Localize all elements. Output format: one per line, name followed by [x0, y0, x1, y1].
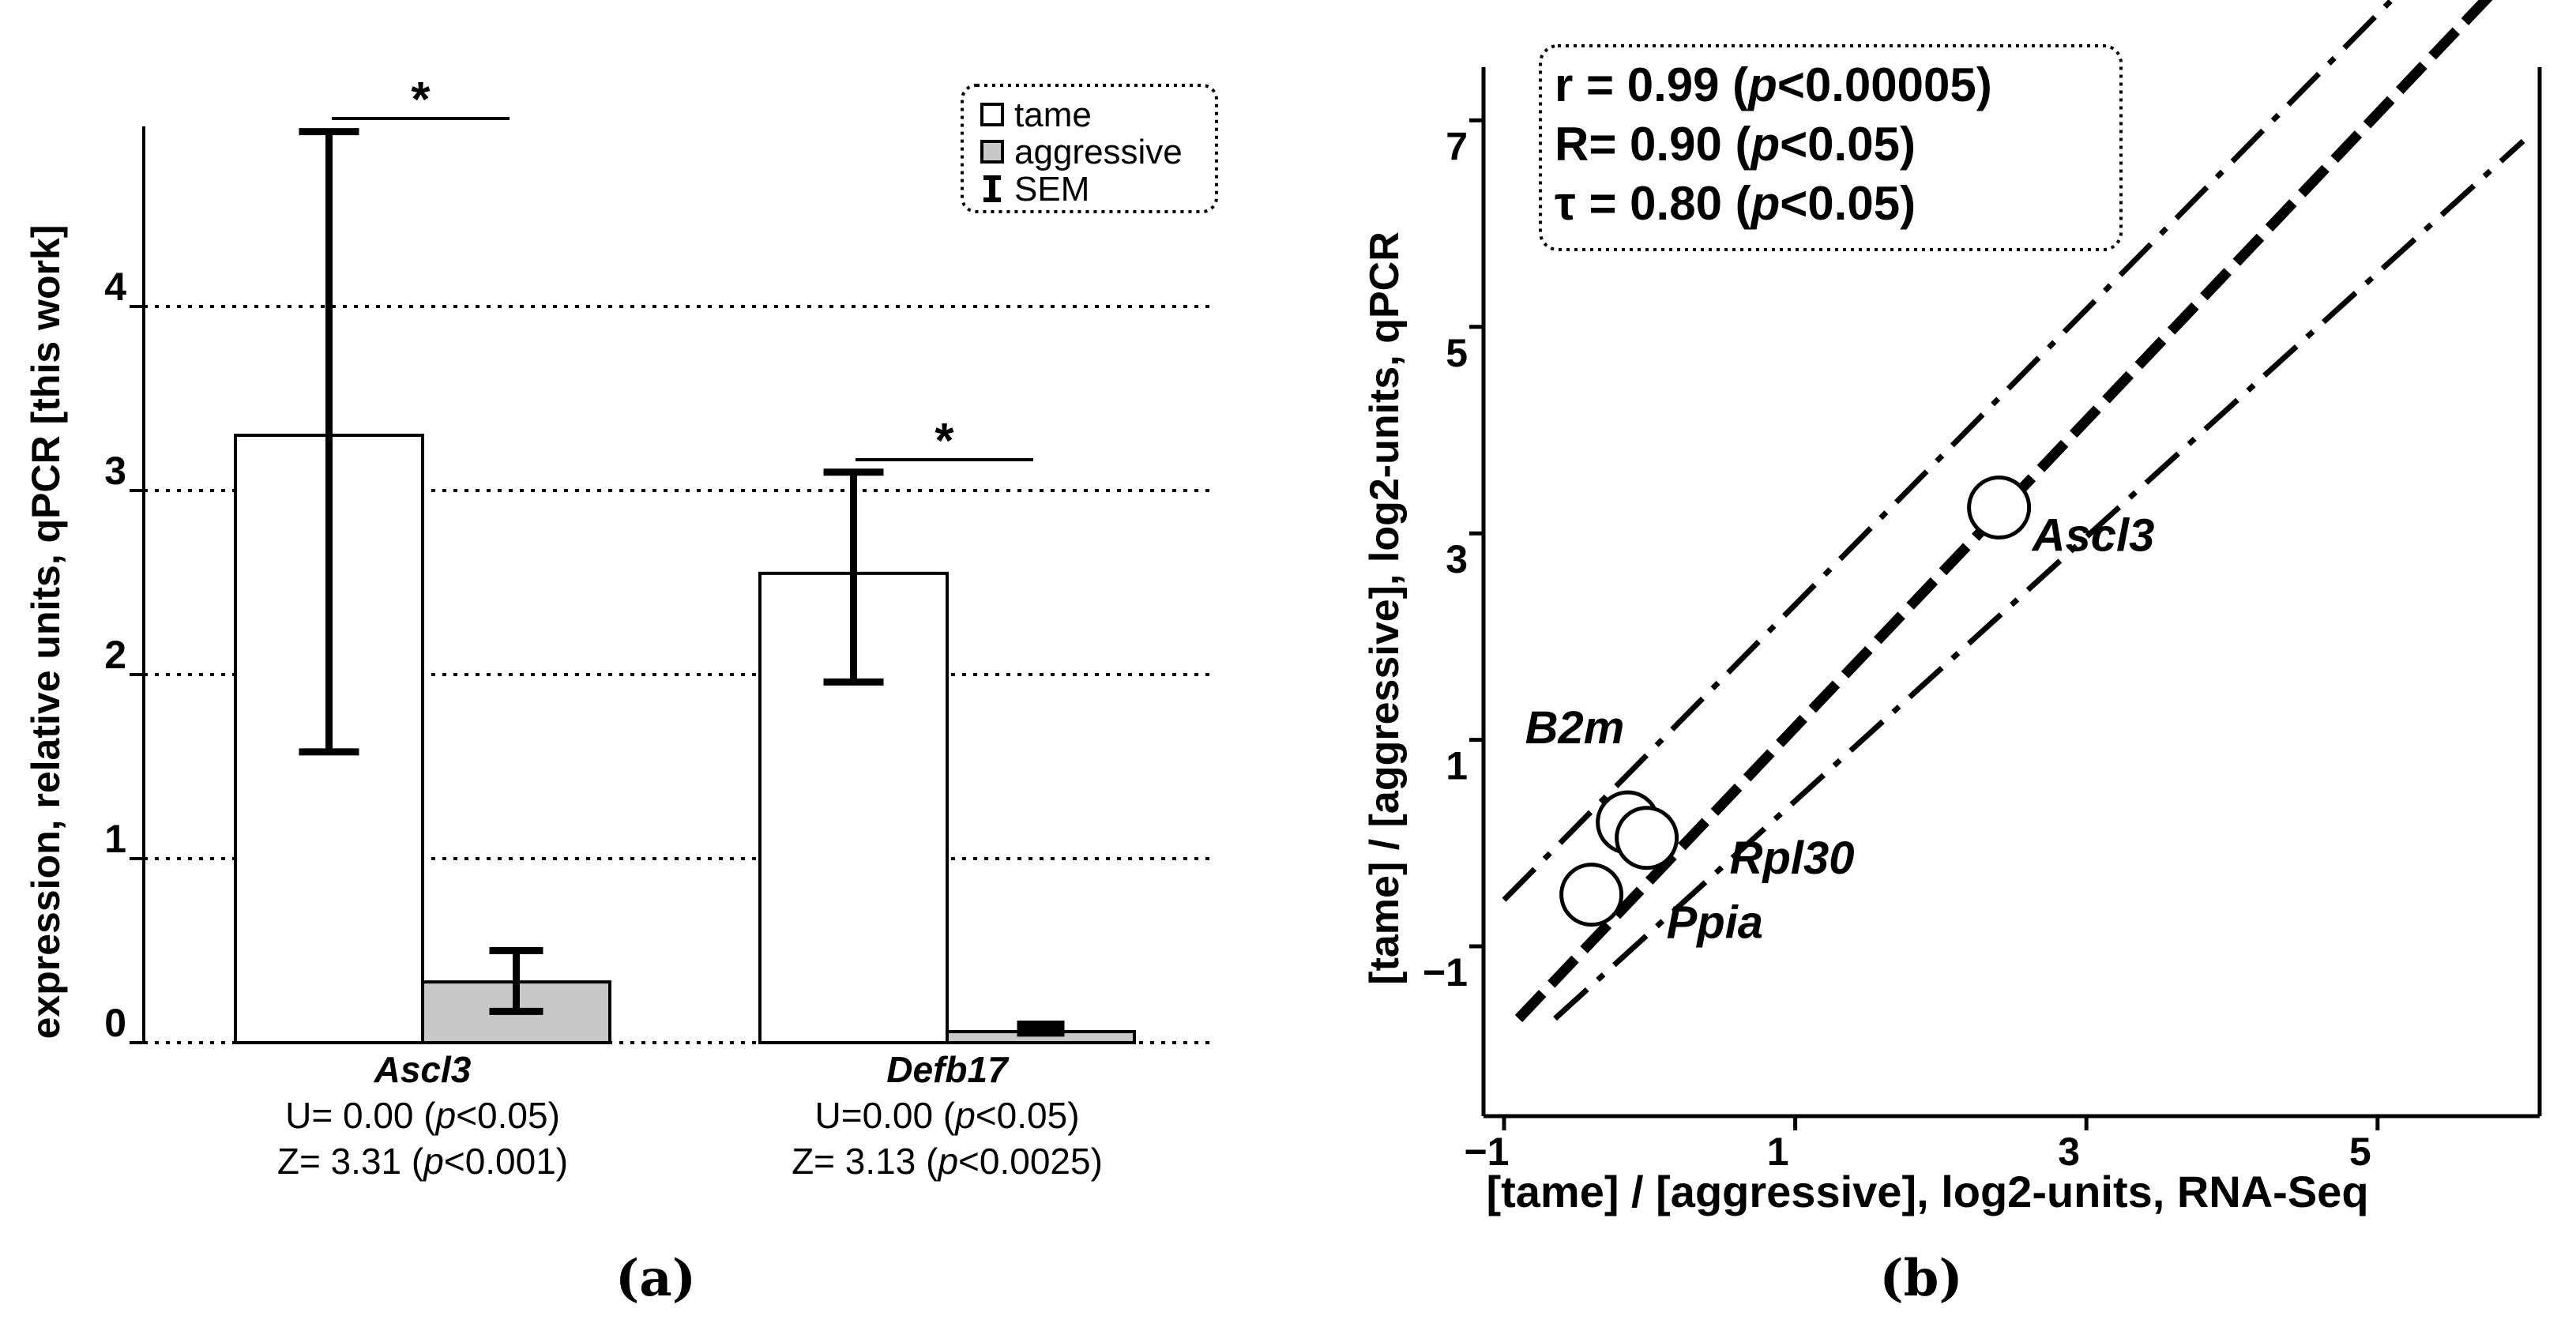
- panel-a-y-axis-label: expression, relative units, qPCR [this w…: [24, 225, 68, 1040]
- legend-label-aggressive: aggressive: [1014, 133, 1183, 171]
- point-label-rpl30: Rpl30: [1730, 833, 1855, 884]
- panel-b-y-tick-label-1: 1: [1446, 744, 1468, 788]
- point-label-b2m: B2m: [1525, 702, 1625, 754]
- stats-u-ascl3: U= 0.00 (p<0.05): [285, 1095, 560, 1136]
- stats-box-row-0: r = 0.99 (p<0.00005): [1555, 58, 1992, 111]
- panel-b-caption: (b): [1879, 1249, 1962, 1308]
- error-bar-ascl3-aggressive: [489, 947, 543, 1015]
- panel-b-points: Defb17Ascl3B2mRpl30Ppia: [1525, 476, 2155, 949]
- legend-swatch-sem: [983, 175, 1001, 202]
- panel-a-caption: (a): [615, 1249, 696, 1308]
- point-ppia: [1559, 863, 1624, 927]
- significance-star-ascl3: *: [411, 73, 431, 127]
- point-label-ascl3: Ascl3: [2031, 510, 2155, 562]
- stats-box-row-2: τ = 0.80 (p<0.05): [1555, 177, 1916, 230]
- legend-swatch-aggressive: [980, 140, 1004, 164]
- point-label-ppia: Ppia: [1667, 897, 1764, 949]
- y-tick-label-1: 1: [104, 817, 126, 861]
- panel-a-category-labels: Ascl3 Defb17: [374, 1049, 1010, 1090]
- line-upper-bound: [1502, 0, 2396, 902]
- error-bar-defb17-tame: [823, 468, 884, 686]
- panel-a-stats-text: U= 0.00 (p<0.05) Z= 3.31 (p<0.001) U=0.00 …: [277, 1095, 1103, 1182]
- panel-b-x-tick-label-3: 3: [2058, 1130, 2080, 1174]
- error-bar-defb17-aggressive-block: [1017, 1021, 1065, 1037]
- category-label-defb17: Defb17: [886, 1049, 1010, 1090]
- panel-b-x-axis-label: [tame] / [aggressive], log2-units, RNA-S…: [1486, 1167, 2368, 1216]
- panel-b-y-tick-label-7: 7: [1446, 124, 1468, 168]
- y-tick-label-3: 3: [104, 449, 126, 493]
- legend-label-tame: tame: [1014, 96, 1092, 134]
- stats-box-row-1: R= 0.90 (p<0.05): [1555, 118, 1916, 171]
- panel-b-axes: −1 1 3 5 7 −1 1 3 5: [1423, 67, 2542, 1174]
- panel-b-x-tick-label-5: 5: [2349, 1130, 2371, 1174]
- panel-b-x-tick-label-1: 1: [1767, 1130, 1789, 1174]
- legend-label-sem: SEM: [1014, 170, 1089, 209]
- category-label-ascl3: Ascl3: [374, 1049, 472, 1090]
- panel-a-bars: [234, 434, 1136, 1045]
- panel-a-significance: **: [332, 73, 1033, 468]
- panel-b-y-tick-label-3: 3: [1446, 537, 1468, 581]
- y-tick-label-0: 0: [104, 1001, 126, 1045]
- panel-b-y-axis-label: [tame] / [aggressive], log2-units, qPCR: [1362, 231, 1408, 985]
- significance-star-defb17: *: [935, 414, 954, 468]
- y-tick-label-2: 2: [104, 633, 126, 677]
- panel-b-stats-box: r = 0.99 (p<0.00005) R= 0.90 (p<0.05) τ = …: [1539, 44, 2123, 251]
- panel-b-x-tick-label--1: −1: [1464, 1130, 1509, 1174]
- panel-a-y-ticks: 0 1 2 3 4: [104, 265, 144, 1045]
- stats-box-frame: [1539, 44, 2123, 251]
- legend-box: [961, 84, 1218, 213]
- point-ascl3: [1967, 476, 2032, 540]
- line-lower-bound: [1553, 138, 2525, 1021]
- y-tick-label-4: 4: [104, 265, 126, 309]
- error-bar-defb17-aggressive: [1017, 1021, 1065, 1037]
- panel-a-error-bars: [299, 128, 1065, 1037]
- panel-b-y-tick-label-5: 5: [1446, 331, 1468, 375]
- stats-z-ascl3: Z= 3.31 (p<0.001): [277, 1141, 568, 1182]
- error-bar-ascl3-tame: [299, 128, 359, 756]
- panel-b-y-tick-label--1: −1: [1423, 950, 1468, 994]
- stats-u-defb17: U=0.00 (p<0.05): [814, 1095, 1079, 1136]
- point-rpl30: [1615, 806, 1679, 870]
- legend-swatch-tame: [980, 103, 1004, 126]
- stats-z-defb17: Z= 3.13 (p<0.0025): [792, 1141, 1103, 1182]
